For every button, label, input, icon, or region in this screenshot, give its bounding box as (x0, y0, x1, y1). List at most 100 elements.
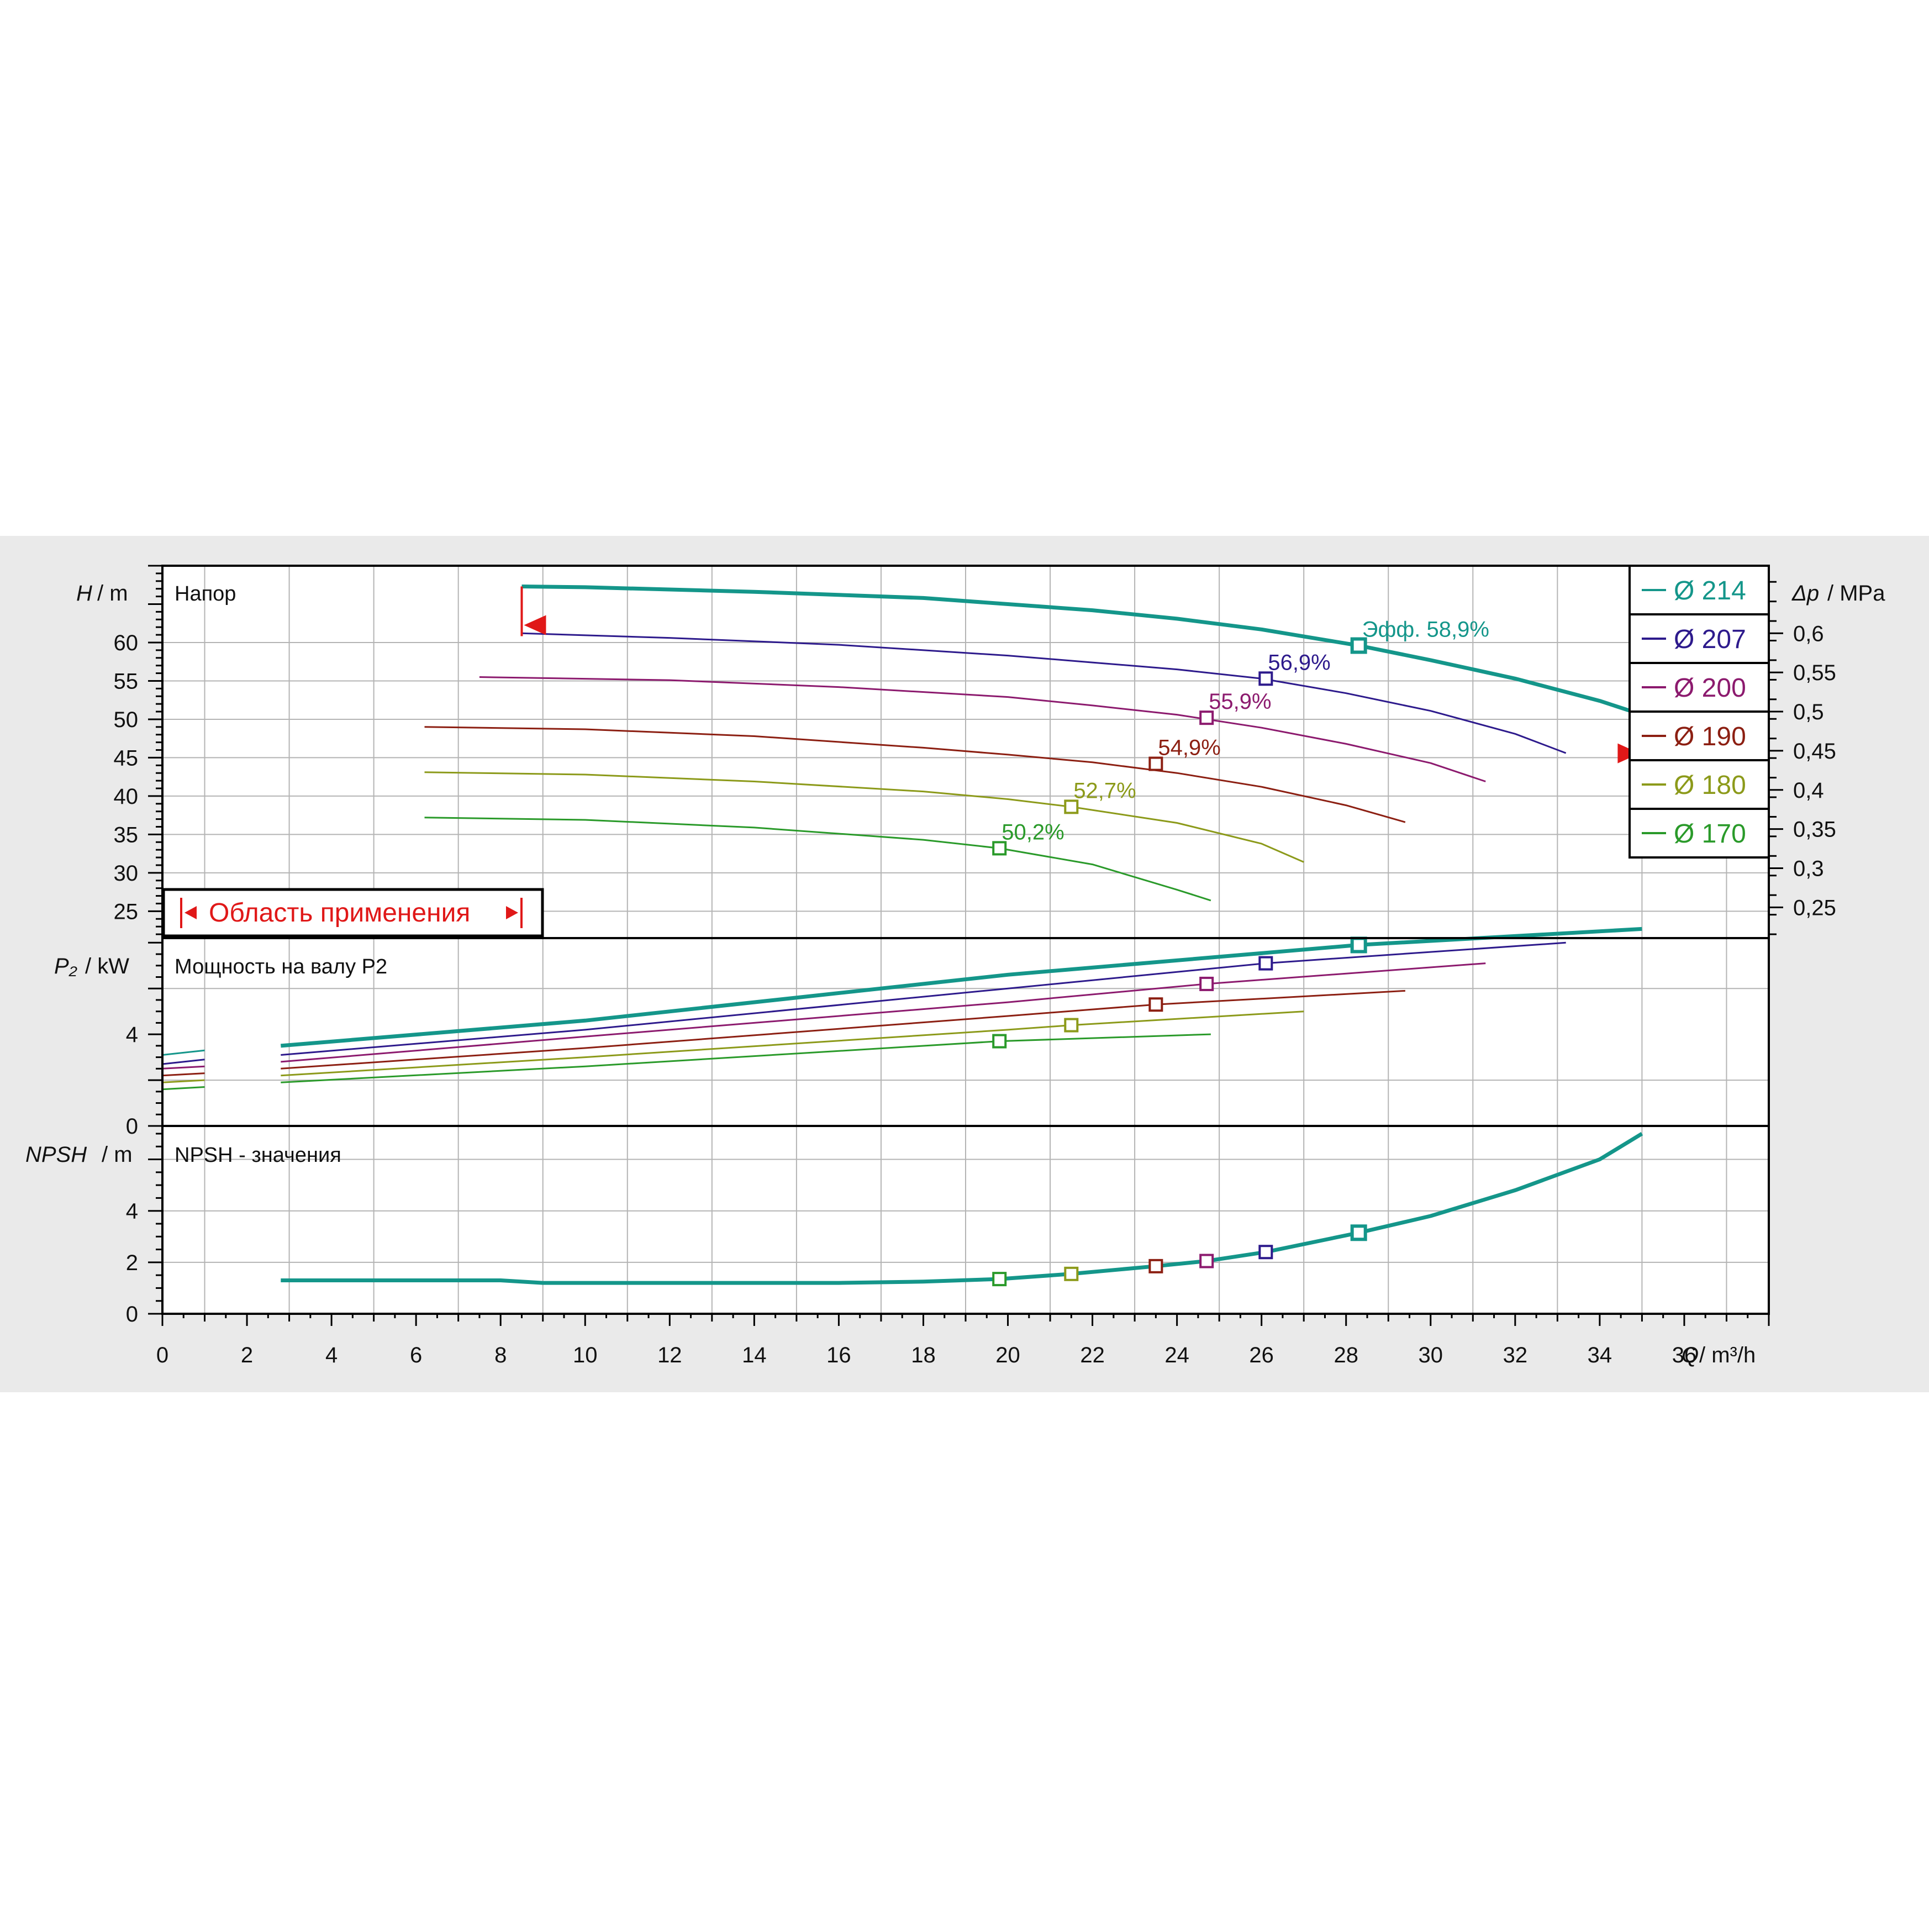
bep-marker (1148, 756, 1163, 771)
head-tick-label: 50 (114, 708, 139, 732)
power-curve (281, 1033, 1211, 1083)
head-tick-label: 55 (114, 669, 139, 693)
flow-axis-symbol: Q (1682, 1343, 1699, 1367)
head-tick-label: 60 (114, 631, 139, 655)
legend-label: Ø 200 (1674, 673, 1746, 703)
x-tick-label: 28 (1334, 1343, 1358, 1367)
efficiency-label: 55,9% (1209, 689, 1271, 714)
grid-lines (162, 566, 1769, 1314)
bep-marker (992, 841, 1007, 856)
head-tick-label: 30 (114, 861, 139, 886)
npsh-marker (1064, 1266, 1079, 1281)
power-curve-stub (162, 1079, 205, 1083)
head-curve (479, 676, 1486, 782)
head-curve (424, 817, 1211, 902)
npsh-tick-label: 4 (126, 1199, 138, 1224)
npsh-axis-unit: / m (102, 1143, 133, 1167)
x-tick-label: 26 (1249, 1343, 1274, 1367)
x-tick-label: 8 (494, 1343, 507, 1367)
npsh-tick-label: 0 (126, 1302, 138, 1326)
legend-label: Ø 180 (1674, 771, 1746, 800)
power-curves (162, 926, 1642, 1091)
x-tick-label: 0 (156, 1343, 168, 1367)
application-range-label: Область применения (209, 898, 470, 928)
head-section-title: Напор (175, 582, 236, 606)
power-curve (281, 941, 1566, 1056)
bep-marker (1350, 637, 1367, 654)
dp-axis-symbol: Δp (1791, 581, 1819, 606)
power-bep-marker (1199, 976, 1214, 991)
npsh-curves (281, 1132, 1643, 1287)
range-arrow-left-icon (185, 906, 197, 919)
legend: Ø 214 Ø 207 Ø 200 Ø 190 Ø 180 Ø 170 (1628, 565, 1770, 859)
legend-label: Ø 190 (1674, 722, 1746, 751)
dp-tick-label: 0,35 (1793, 818, 1836, 842)
power-tick-label: 4 (126, 1023, 138, 1047)
application-range-frame (162, 888, 544, 938)
npsh-axis-symbol: NPSH (25, 1143, 87, 1167)
legend-label: Ø 214 (1674, 576, 1746, 606)
dp-axis-unit: / MPa (1827, 581, 1885, 606)
x-tick-label: 14 (742, 1343, 767, 1367)
efficiency-label: Эфф. 58,9% (1362, 618, 1489, 642)
dp-tick-label: 0,45 (1793, 739, 1836, 764)
x-tick-label: 2 (241, 1343, 253, 1367)
bep-marker (1064, 799, 1079, 814)
legend-label: Ø 170 (1674, 819, 1746, 849)
power-bep-marker (992, 1034, 1007, 1049)
head-curves: Эфф. 58,9% 56,9% 55,9% 54,9% 52,7% 50,2% (424, 585, 1643, 902)
head-tick-label: 45 (114, 746, 139, 770)
power-axis-unit: / kW (85, 954, 129, 978)
head-axis-symbol: H (76, 581, 92, 606)
npsh-marker (1199, 1254, 1214, 1268)
dp-tick-label: 0,6 (1793, 622, 1824, 646)
x-tick-label: 24 (1164, 1343, 1189, 1367)
power-bep-marker (1148, 997, 1163, 1012)
power-curve-stub (162, 1065, 205, 1070)
x-tick-label: 16 (826, 1343, 851, 1367)
power-curve-stub (162, 1086, 205, 1091)
power-curve (281, 926, 1642, 1048)
application-range-box: Область применения (162, 888, 544, 938)
efficiency-label: 56,9% (1268, 650, 1330, 675)
x-tick-label: 20 (995, 1343, 1020, 1367)
range-start-arrow-icon (524, 615, 546, 635)
npsh-tick-label: 2 (126, 1251, 138, 1275)
head-curve (521, 585, 1643, 717)
x-tick-label: 10 (573, 1343, 598, 1367)
head-curve (424, 771, 1304, 863)
npsh-curve (281, 1132, 1643, 1285)
npsh-marker (1350, 1224, 1367, 1241)
bep-marker (1258, 671, 1273, 686)
power-curve (281, 962, 1486, 1063)
power-bep-marker (1258, 956, 1273, 971)
head-tick-label: 35 (114, 823, 139, 847)
x-tick-label: 30 (1419, 1343, 1443, 1367)
efficiency-label: 50,2% (1002, 820, 1064, 844)
power-axis-symbol: P₂ (54, 954, 77, 978)
head-curve (521, 632, 1567, 754)
efficiency-label: 52,7% (1073, 778, 1136, 803)
axes: 0 2 4 6 8 10 12 14 16 18 20 22 24 26 28 30 32 34 362530354… (114, 565, 1836, 1367)
dp-tick-label: 0,55 (1793, 661, 1836, 685)
power-section-title: Мощность на валу P2 (175, 955, 387, 978)
x-tick-label: 12 (657, 1343, 682, 1367)
power-curve (281, 1010, 1304, 1077)
dp-tick-label: 0,25 (1793, 896, 1836, 920)
legend-label: Ø 207 (1674, 625, 1746, 654)
head-axis-unit: / m (97, 581, 128, 606)
power-curve-stub (162, 1059, 205, 1065)
power-curve-stub (162, 1072, 205, 1077)
x-tick-label: 36 (1672, 1343, 1697, 1367)
power-curve-stub (162, 1049, 205, 1056)
power-curve (281, 989, 1405, 1070)
power-tick-label: 0 (126, 1114, 138, 1139)
npsh-marker (1148, 1259, 1163, 1273)
x-tick-label: 22 (1080, 1343, 1105, 1367)
x-tick-label: 18 (911, 1343, 936, 1367)
head-curve (424, 726, 1406, 823)
npsh-section-title: NPSH - значения (175, 1144, 341, 1167)
dp-tick-label: 0,5 (1793, 700, 1824, 724)
bep-marker (1199, 710, 1214, 725)
